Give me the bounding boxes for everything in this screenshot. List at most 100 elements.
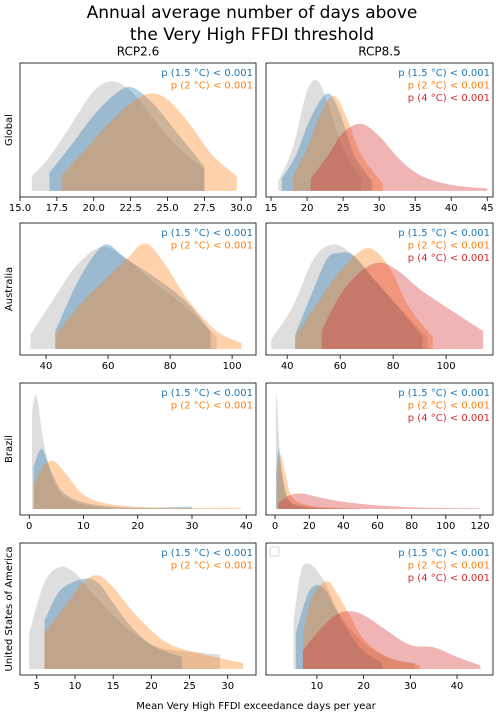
x-tick-label: 80 (405, 521, 418, 532)
annotation: p (2 °C) < 0.001 (408, 561, 490, 572)
figure-title: Annual average number of days above (87, 3, 418, 23)
density-area (29, 566, 221, 669)
x-tick-label: 60 (371, 521, 384, 532)
annotation: p (1.5 °C) < 0.001 (398, 228, 490, 239)
axes-frame (265, 382, 494, 516)
annotation: p (4 °C) < 0.001 (408, 413, 490, 424)
annotation: p (1.5 °C) < 0.001 (161, 548, 253, 559)
x-tick-label: 22.5 (119, 203, 141, 214)
x-tick-label: 40 (337, 521, 350, 532)
axes-frame (19, 222, 257, 356)
x-tick-label: 27.5 (193, 203, 215, 214)
x-tick-label: 10 (77, 521, 90, 532)
density-area (295, 252, 423, 349)
density-area (278, 80, 362, 191)
annotation: p (1.5 °C) < 0.001 (398, 388, 490, 399)
axes-frame (265, 542, 494, 676)
annotation: p (1.5 °C) < 0.001 (161, 228, 253, 239)
x-tick-label: 20 (303, 521, 316, 532)
density-area (55, 244, 211, 349)
density-area (44, 578, 182, 669)
annotation: p (4 °C) < 0.001 (408, 93, 490, 104)
x-tick-label: 45 (481, 203, 494, 214)
density-area (61, 93, 237, 191)
x-tick-label: 0 (26, 521, 32, 532)
density-area (292, 95, 383, 191)
x-tick-label: 40 (445, 203, 458, 214)
x-tick-label: 5 (34, 681, 40, 692)
x-tick-label: 10 (69, 681, 82, 692)
x-tick-label: 100 (436, 521, 455, 532)
density-area (271, 244, 428, 349)
density-area (302, 611, 481, 669)
annotation: p (1.5 °C) < 0.001 (161, 388, 253, 399)
legend (269, 546, 280, 557)
x-tick-label: 0 (272, 521, 278, 532)
x-tick-label: 20 (131, 521, 144, 532)
density-area (30, 246, 217, 349)
x-tick-label: 20 (145, 681, 158, 692)
density-area (278, 493, 481, 509)
x-tick-label: 25 (337, 203, 350, 214)
annotation: p (4 °C) < 0.001 (408, 573, 490, 584)
y-axis-label: Australia (4, 267, 15, 311)
x-tick-label: 15.0 (9, 203, 31, 214)
annotation: p (2 °C) < 0.001 (408, 81, 490, 92)
density-area (55, 243, 242, 349)
axes-frame (265, 222, 494, 356)
x-tick-label: 40 (281, 361, 294, 372)
panel-title: RCP8.5 (358, 45, 400, 59)
annotation: p (2 °C) < 0.001 (408, 241, 490, 252)
density-area (276, 449, 335, 509)
x-tick-label: 15 (265, 203, 278, 214)
x-tick-label: 30 (186, 521, 199, 532)
x-tick-label: 120 (470, 521, 489, 532)
axes-frame (19, 62, 257, 198)
x-tick-label: 20 (301, 203, 314, 214)
density-area (44, 575, 244, 669)
x-tick-label: 17.5 (46, 203, 68, 214)
x-tick-label: 30 (404, 681, 417, 692)
density-area (31, 81, 205, 191)
density-area (321, 262, 484, 349)
density-area (281, 93, 372, 191)
x-tick-label: 100 (223, 361, 242, 372)
x-tick-label: 25 (183, 681, 196, 692)
x-tick-label: 30.0 (230, 203, 252, 214)
x-tick-label: 100 (437, 361, 456, 372)
density-area (33, 448, 192, 509)
density-area (33, 460, 241, 509)
annotation: p (1.5 °C) < 0.001 (398, 548, 490, 559)
axes-frame (19, 542, 257, 676)
annotation: p (1.5 °C) < 0.001 (398, 68, 490, 79)
density-area (293, 563, 415, 669)
x-tick-label: 40 (40, 361, 53, 372)
annotation: p (2 °C) < 0.001 (408, 401, 490, 412)
x-tick-label: 20.0 (83, 203, 105, 214)
x-tick-label: 15 (107, 681, 120, 692)
x-tick-label: 35 (409, 203, 422, 214)
x-tick-label: 60 (102, 361, 115, 372)
panel-title: RCP2.6 (117, 45, 159, 59)
x-axis-label: Mean Very High FFDI exceedance days per … (136, 701, 376, 712)
annotation: p (2 °C) < 0.001 (171, 401, 253, 412)
density-area (302, 581, 420, 669)
density-area (49, 86, 205, 191)
x-tick-label: 80 (387, 361, 400, 372)
x-tick-label: 40 (451, 681, 464, 692)
x-tick-label: 25.0 (156, 203, 178, 214)
x-tick-label: 30 (373, 203, 386, 214)
x-tick-label: 60 (334, 361, 347, 372)
density-area (310, 123, 488, 191)
x-tick-label: 20 (357, 681, 370, 692)
y-axis-label: United States of America (4, 547, 15, 672)
y-axis-label: Brazil (4, 435, 15, 463)
density-area (31, 394, 111, 509)
density-area (276, 454, 361, 509)
density-area (295, 584, 383, 669)
x-tick-label: 40 (240, 521, 253, 532)
y-axis-label: Global (4, 114, 15, 146)
annotation: p (2 °C) < 0.001 (171, 561, 253, 572)
x-tick-label: 80 (164, 361, 177, 372)
